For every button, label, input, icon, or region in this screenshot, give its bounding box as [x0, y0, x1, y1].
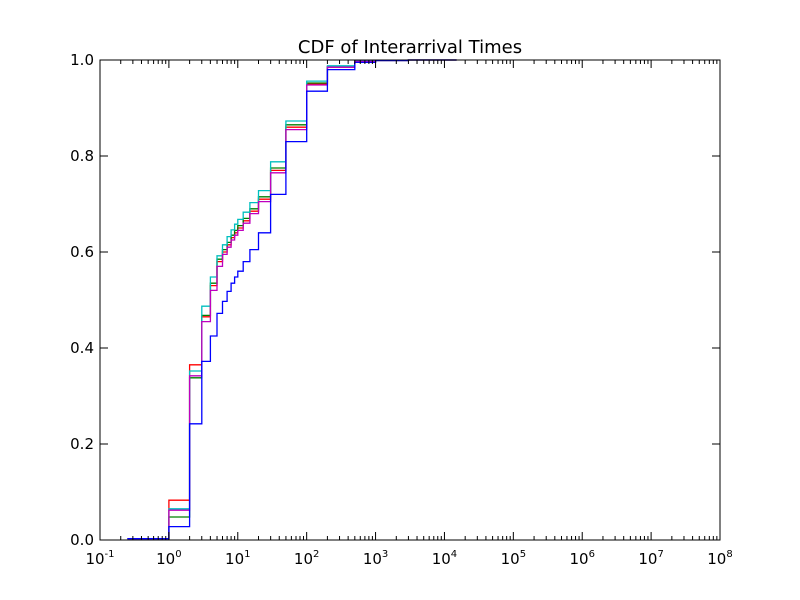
x-tick-label: 106: [569, 549, 594, 568]
y-tick-label: 0.6: [70, 243, 94, 261]
y-tick-label: 0.0: [70, 531, 94, 549]
series-layer: [127, 59, 457, 540]
series-line-2: [127, 59, 457, 540]
x-tick-label: 102: [294, 549, 319, 568]
x-tick-label: 108: [707, 549, 732, 568]
x-tick-label: 107: [638, 549, 663, 568]
x-tick-label: 105: [501, 549, 526, 568]
y-tick-label: 0.8: [70, 147, 94, 165]
series-line-3: [127, 59, 457, 540]
x-tick-label: 104: [432, 549, 457, 568]
x-tick-label: 103: [363, 549, 388, 568]
y-tick-label: 0.4: [70, 339, 94, 357]
chart-title: CDF of Interarrival Times: [298, 37, 522, 58]
series-line-4: [127, 59, 457, 540]
x-tick-label: 100: [156, 549, 181, 568]
series-line-1: [127, 59, 457, 540]
x-tick-label: 10-1: [85, 549, 114, 568]
ticks-layer: [99, 59, 721, 541]
plot-area-frame: [99, 59, 721, 541]
x-tick-label: 101: [225, 549, 250, 568]
labels-layer: 10-1 100 101 102 103 104 105 106 107 108 0.0 0.2 0.4…: [70, 51, 733, 568]
y-tick-label: 1.0: [70, 51, 94, 69]
series-line-5: [127, 59, 457, 540]
y-tick-label: 0.2: [70, 435, 94, 453]
